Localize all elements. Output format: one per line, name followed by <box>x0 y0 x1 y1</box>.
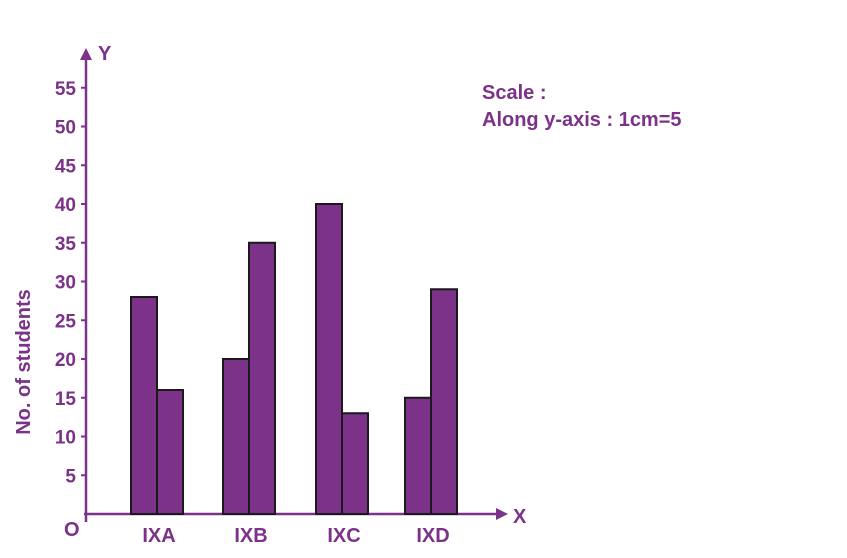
bar-ixa-1 <box>130 296 158 515</box>
x-tick-label-ixd: IXD <box>416 525 449 547</box>
x-tick-label-ixa: IXA <box>142 525 175 547</box>
y-tick-label: 5 <box>65 466 76 487</box>
y-axis-arrow <box>80 48 92 60</box>
x-tick-label-ixb: IXB <box>234 525 267 547</box>
x-tick-label-ixc: IXC <box>327 525 360 547</box>
bar-ixc-1 <box>315 203 343 515</box>
bar-ixd-1 <box>404 396 432 515</box>
y-tick-label: 55 <box>55 79 77 100</box>
bar-ixd-2 <box>430 288 458 515</box>
y-tick-label: 35 <box>55 234 77 255</box>
bar-ixc-2 <box>341 412 369 515</box>
x-axis-letter: X <box>513 506 527 528</box>
y-tick-label: 50 <box>55 118 76 139</box>
y-tick-label: 30 <box>55 273 76 294</box>
y-axis-title: No. of students <box>13 289 35 435</box>
bars <box>130 203 458 515</box>
y-tick-label: 45 <box>55 156 77 177</box>
bar-ixa-2 <box>156 389 184 515</box>
y-tick-label: 40 <box>55 195 76 216</box>
y-tick-label: 10 <box>55 428 76 449</box>
x-axis-arrow <box>496 508 508 520</box>
scale-detail: Along y-axis : 1cm=5 <box>482 109 682 131</box>
y-tick-label: 15 <box>55 389 77 410</box>
origin-label: O <box>64 519 80 541</box>
y-tick-label: 20 <box>55 350 76 371</box>
axis-labels: Y X O 5 10 15 20 25 30 35 40 45 50 55 No. of students I… <box>13 43 527 547</box>
scale-note: Scale : Along y-axis : 1cm=5 <box>482 80 682 134</box>
bar-ixb-2 <box>248 241 276 515</box>
y-axis-letter: Y <box>98 43 112 65</box>
y-tick-label: 25 <box>55 311 77 332</box>
scale-title: Scale : <box>482 82 547 104</box>
bar-ixb-1 <box>222 358 250 515</box>
